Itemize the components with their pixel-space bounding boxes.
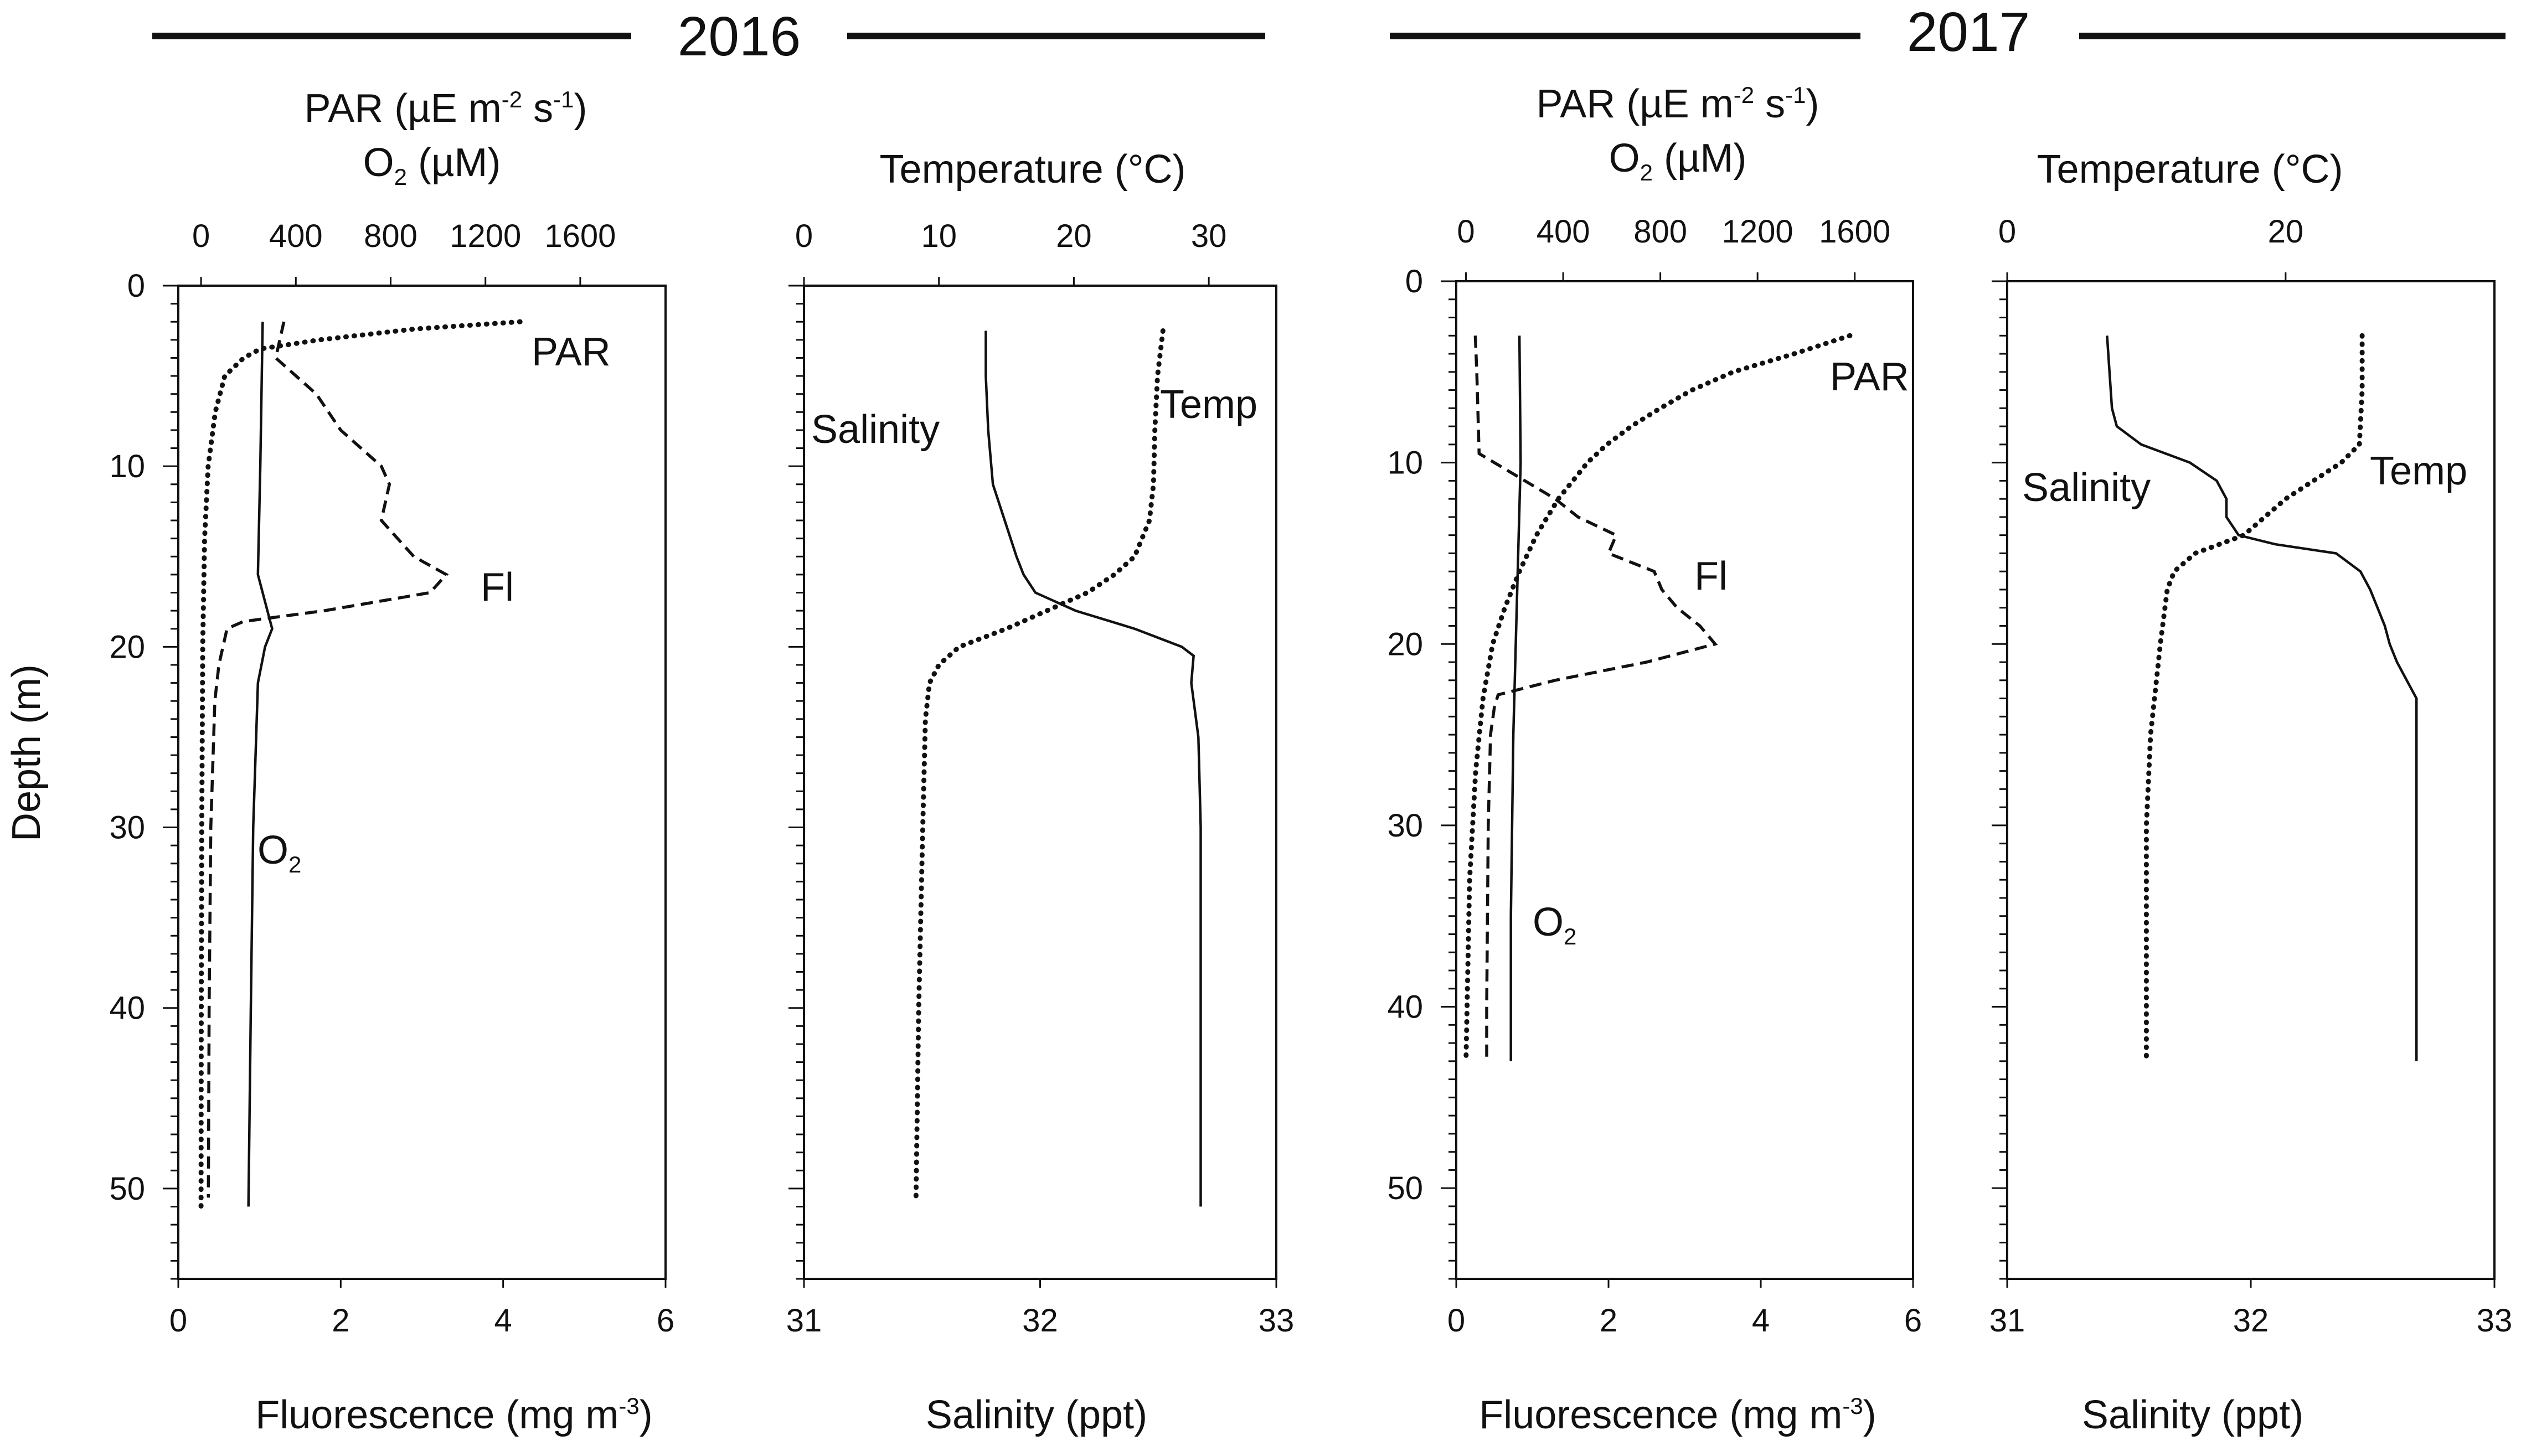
bottom-axis-tick-label: 6 [657,1303,674,1339]
panel1-o2-label: O2 (µM) [363,141,501,190]
top-axis-tick-label: 20 [1056,218,1092,254]
series-line-temp [913,328,1166,1200]
depth-axis-label: Depth (m) [4,664,49,841]
bottom-axis-tick-label: 4 [1752,1303,1770,1339]
year-2017-label: 2017 [1907,1,2030,63]
depth-tick-label: 20 [1387,626,1423,662]
panel3-par-label: PAR (µE m-2 s-1) [1537,82,1819,126]
panel3-fluorescence-label: Fluorescence (mg m-3) [1479,1393,1877,1437]
panel-2016-temperature-salinity: 0 10 20 30 31 32 33 Salinity Temp [786,218,1295,1339]
top-axis-tick-label: 0 [795,218,813,254]
series-label-o2: O2 [1533,900,1576,949]
bottom-axis-tick-label: 6 [1904,1303,1922,1339]
bottom-axis-tick-label: 2 [332,1303,349,1339]
panel2-salinity-label: Salinity (ppt) [926,1393,1147,1437]
depth-tick-label: 50 [109,1171,145,1207]
depth-tick-label: 30 [1387,808,1423,844]
bottom-axis-tick-label: 31 [1989,1303,2025,1339]
bottom-axis-tick-label: 4 [494,1303,512,1339]
depth-tick-label: 10 [109,448,145,484]
bottom-axis-tick-label: 0 [1447,1303,1465,1339]
series-line-fl [1473,335,1718,1061]
series-label-par: PAR [532,330,611,374]
bottom-axis-tick-label: 0 [169,1303,187,1339]
depth-tick-label: 30 [109,810,145,846]
top-axis-tick-label: 1200 [1722,214,1793,250]
bottom-axis-tick-label: 32 [2233,1303,2269,1339]
bottom-axis-tick-label: 2 [1600,1303,1617,1339]
bottom-axis-tick-label: 32 [1022,1303,1058,1339]
top-axis-tick-label: 400 [269,218,323,254]
panel2-temp-label: Temperature (°C) [880,147,1186,192]
series-label-salinity: Salinity [811,407,940,452]
plot-frame [1455,280,1914,1280]
depth-tick-label: 0 [1405,264,1423,300]
series-label-fl: Fl [481,565,514,610]
series-line-par [1463,333,1853,1064]
top-axis-tick-label: 0 [192,218,210,254]
depth-tick-label: 0 [127,268,145,304]
top-axis-tick-label: 0 [1998,214,2016,250]
panel-2016-par-o2-fluorescence: 0 10 20 30 40 50 0 400 800 1200 1600 0 2 4 6 PAR O2 Fl [109,218,674,1339]
panel4-temp-label: Temperature (°C) [2037,147,2343,192]
top-axis-tick-label: 400 [1537,214,1590,250]
series-line-salinity [984,331,1202,1207]
series-line-temp [2143,333,2365,1064]
top-axis-tick-label: 0 [1457,214,1475,250]
panel4-salinity-label: Salinity (ppt) [2082,1393,2303,1437]
top-axis-tick-label: 800 [1633,214,1687,250]
panel-2017-temperature-salinity: 0 20 31 32 33 Salinity Temp [1989,214,2513,1339]
depth-tick-label: 10 [1387,445,1423,481]
series-line-o2 [1509,335,1522,1061]
depth-tick-label: 40 [109,990,145,1026]
top-axis-tick-label: 800 [364,218,417,254]
series-label-o2: O2 [257,828,301,877]
top-axis-tick-label: 1600 [1819,214,1890,250]
top-axis-tick-label: 10 [921,218,957,254]
series-label-temp: Temp [1160,383,1257,427]
bottom-axis-tick-label: 31 [786,1303,822,1339]
panel1-par-label: PAR (µE m-2 s-1) [305,86,587,131]
panel1-fluorescence-label: Fluorescence (mg m-3) [255,1393,653,1437]
plot-frame [2006,280,2496,1280]
bottom-axis-tick-label: 33 [1259,1303,1295,1339]
top-axis-tick-label: 20 [2268,214,2304,250]
series-line-o2 [247,322,274,1207]
panel3-o2-label: O2 (µM) [1609,136,1747,185]
series-label-par: PAR [1830,355,1909,399]
series-line-par [198,319,523,1209]
depth-tick-label: 20 [109,629,145,665]
series-label-fl: Fl [1694,554,1728,598]
top-axis-tick-label: 30 [1191,218,1227,254]
top-axis-tick-label: 1600 [544,218,616,254]
series-line-salinity [2106,335,2418,1061]
panel-2017-par-o2-fluorescence: 0 10 20 30 40 50 0 400 800 1200 1600 0 2 4 6 PAR O2 Fl [1387,214,1922,1339]
depth-tick-label: 40 [1387,989,1423,1025]
year-2016-label: 2016 [678,6,801,68]
series-line-fl [207,321,449,1198]
depth-tick-label: 50 [1387,1170,1423,1206]
top-axis-tick-label: 1200 [450,218,521,254]
plot-frame [177,285,667,1280]
series-label-salinity: Salinity [2022,466,2151,510]
bottom-axis-tick-label: 33 [2477,1303,2513,1339]
series-label-temp: Temp [2370,449,2467,493]
